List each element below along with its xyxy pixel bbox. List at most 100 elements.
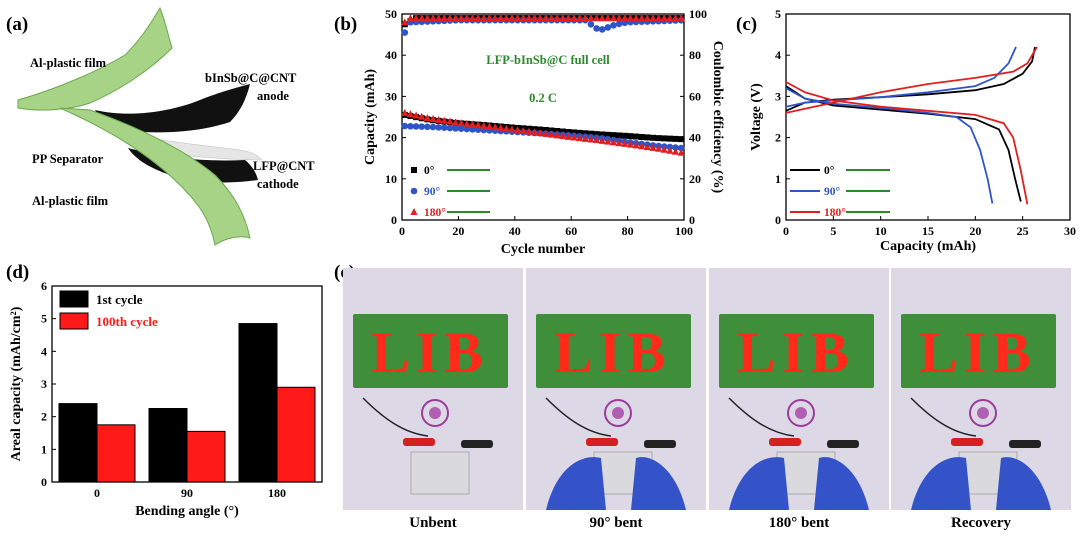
- wire: [545, 397, 612, 437]
- chart-b-ce-point: [587, 21, 595, 28]
- chart-b-capacity-point: [463, 125, 471, 133]
- chart-d-legend-swatch: [59, 290, 89, 308]
- chart-b-ce-point: [519, 14, 527, 22]
- chart-b-capacity-point: [457, 119, 465, 127]
- chart-b-capacity-point: [649, 134, 656, 141]
- chart-b-legend-marker: [410, 187, 418, 195]
- chart-b-capacity-point: [542, 129, 550, 137]
- chart-b-capacity-point: [452, 125, 459, 132]
- schematic-label-bottom-film: Al-plastic film: [32, 194, 109, 208]
- emblem-center: [429, 407, 441, 419]
- chart-c-discharge-line: [785, 87, 994, 204]
- black-clip: [644, 440, 676, 448]
- chart-b-capacity-point: [559, 128, 566, 135]
- demo-photo: LIB: [526, 268, 706, 510]
- chart-b-xtick-label: 80: [622, 224, 634, 238]
- chart-b-xlabel: Cycle number: [501, 242, 585, 257]
- chart-d-ytick-label: 3: [41, 377, 47, 391]
- demo-photo: LIB: [709, 268, 889, 510]
- chart-d-legend-label: 1st cycle: [96, 292, 143, 307]
- chart-b-ce-point: [542, 14, 550, 22]
- chart-b-ytick-label: 30: [385, 89, 397, 103]
- chart-b-capacity-point: [660, 145, 668, 153]
- emblem-center: [612, 407, 624, 419]
- photo-caption: Unbent: [409, 515, 457, 531]
- chart-b-capacity-point: [480, 121, 488, 129]
- emblem-center: [977, 407, 989, 419]
- chart-b-capacity-point: [672, 135, 679, 142]
- chart-b-capacity-point: [446, 117, 454, 125]
- chart-b-ce-point: [435, 14, 443, 22]
- chart-b-y2tick-label: 60: [689, 89, 701, 103]
- chart-d-legend-swatch: [59, 312, 89, 330]
- chart-b-ce-point: [401, 29, 409, 36]
- chart-b-legend-marker: [410, 208, 418, 215]
- chart-b-capacity-point: [593, 131, 600, 138]
- top-film-layer: [17, 6, 173, 111]
- led-text: LIB: [919, 320, 1037, 385]
- chart-d-ytick-label: 5: [41, 312, 47, 326]
- chart-b-ce-point: [463, 14, 471, 22]
- chart-b-capacity-point: [672, 144, 679, 151]
- chart-b-capacity-point: [633, 133, 640, 140]
- chart-b-ce-point: [592, 14, 601, 22]
- photo-caption: Recovery: [951, 515, 1011, 531]
- chart-b-capacity-point: [576, 129, 583, 136]
- chart-b-capacity-point: [548, 127, 555, 134]
- chart-b-ce-point: [621, 14, 629, 22]
- chart-d-ytick-label: 2: [41, 410, 47, 424]
- chart-b-capacity-point: [621, 139, 629, 147]
- chart-d-xlabel: Bending angle (°): [135, 504, 239, 519]
- chart-b-ce-point: [485, 14, 494, 22]
- led-text: LIB: [371, 320, 489, 385]
- chart-b-capacity-point: [599, 131, 606, 138]
- chart-b-capacity-point: [582, 130, 589, 137]
- chart-b-capacity-point: [547, 130, 556, 138]
- schematic-label-separator: PP Separator: [32, 152, 104, 166]
- chart-b-capacity-point: [553, 131, 561, 139]
- schematic-label-cathode: cathode: [257, 177, 299, 191]
- chart-c-ylabel: Voltage (V): [749, 83, 764, 151]
- chart-b-ce-point: [547, 14, 556, 22]
- led-board: [719, 314, 874, 388]
- chart-c-ytick-label: 2: [775, 131, 781, 145]
- chart-b-capacity-point: [677, 144, 685, 152]
- black-clip: [1009, 440, 1041, 448]
- chart-b-capacity-point: [643, 143, 651, 151]
- chart-b-ytick-label: 0: [391, 213, 397, 227]
- cycling-performance-chart: 0 20 40 60 80 10001020304050020406080100Cycle…: [363, 7, 725, 257]
- chart-b-y2tick-label: 80: [689, 48, 701, 62]
- chart-b-ce-point: [401, 18, 409, 26]
- chart-c-xtick-label: 15: [922, 224, 934, 238]
- chart-b-capacity-point: [666, 146, 674, 154]
- panel-letter-d: (d): [6, 262, 30, 283]
- chart-b-capacity-point: [655, 144, 663, 152]
- chart-b-capacity-point: [587, 135, 595, 143]
- chart-b-capacity-point: [502, 124, 510, 132]
- chart-b-capacity-point: [649, 143, 657, 151]
- chart-b-ce-point: [655, 14, 663, 22]
- chart-b-ce-point: [440, 14, 448, 22]
- chart-b-ce-point: [638, 14, 646, 22]
- right-glove: [631, 457, 686, 510]
- areal-capacity-bar-chart: 0 1 2 3 4 5 6 0 90 180 Bending angle (°) Areal capa…: [9, 279, 323, 519]
- chart-b-capacity-point: [616, 132, 623, 139]
- chart-b-capacity-point: [576, 134, 584, 142]
- chart-b-xtick-label: 0: [399, 224, 405, 238]
- chart-b-capacity-point: [418, 123, 426, 130]
- chart-d-ytick-label: 4: [41, 344, 47, 358]
- right-glove: [814, 457, 869, 510]
- chart-b-ce-point: [626, 14, 635, 22]
- chart-d-bar: [276, 386, 316, 483]
- emblem-seal: [421, 399, 449, 427]
- chart-b-xtick-label: 100: [675, 224, 693, 238]
- chart-b-ce-point: [468, 14, 477, 22]
- chart-c-legend-label: 0°: [824, 165, 835, 177]
- chart-b-capacity-point: [435, 124, 442, 131]
- chart-b-capacity-point: [587, 130, 594, 137]
- chart-b-capacity-point: [435, 115, 443, 123]
- chart-b-capacity-point: [564, 132, 572, 140]
- chart-d-bar: [96, 424, 136, 483]
- chart-b-capacity-point: [418, 112, 426, 120]
- pouch-cell: [410, 451, 470, 495]
